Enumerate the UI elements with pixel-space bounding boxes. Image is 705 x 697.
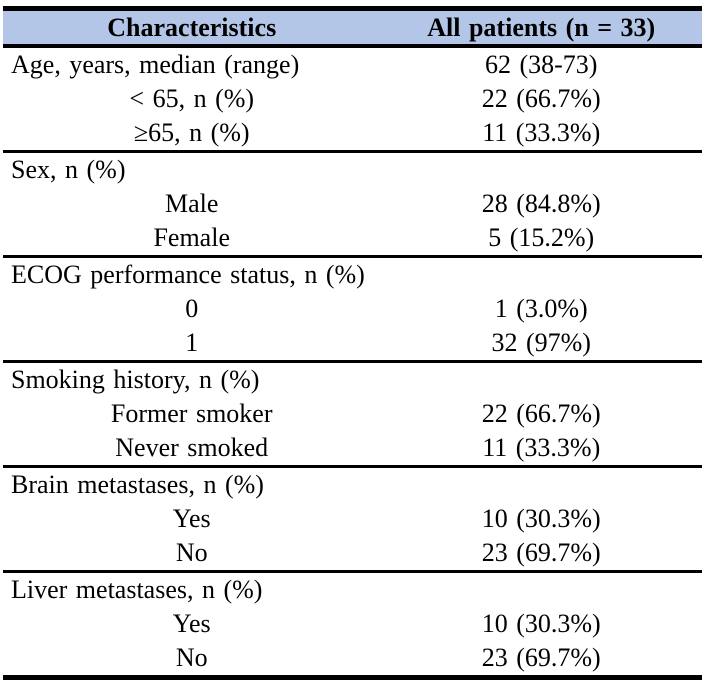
characteristic-cell: ≥65, n (%) [133, 118, 250, 147]
value-cell [380, 360, 702, 397]
table-row: Brain metastases, n (%) [3, 465, 702, 502]
table-row: Former smoker 22 (66.7%) [3, 397, 702, 431]
value-cell: 23 (69.7%) [380, 641, 702, 680]
characteristic-cell: 1 [185, 328, 199, 357]
table-row: Female 5 (15.2%) [3, 221, 702, 257]
characteristic-cell: Female [153, 223, 230, 252]
table-row: ECOG performance status, n (%) [3, 255, 702, 292]
value-cell: 5 (15.2%) [488, 223, 595, 252]
table-row: ≥65, n (%) 11 (33.3%) [3, 116, 702, 152]
header-row: Characteristics All patients (n = 33) [3, 6, 702, 48]
value-cell: 62 (38-73) [484, 50, 598, 79]
characteristic-cell: Smoking history, n (%) [3, 360, 381, 397]
table-row: < 65, n (%) 22 (66.7%) [3, 82, 702, 116]
characteristic-cell: ECOG performance status, n (%) [3, 255, 381, 292]
characteristic-cell: Liver metastases, n (%) [3, 570, 381, 607]
table-row: Sex, n (%) [3, 150, 702, 187]
characteristic-cell: < 65, n (%) [129, 84, 255, 113]
characteristic-cell: Former smoker [110, 399, 273, 428]
col-header-all-patients: All patients (n = 33) [380, 6, 702, 48]
characteristic-cell: 0 [185, 294, 199, 323]
characteristic-cell: Age, years, median (range) [11, 50, 300, 79]
value-cell: 23 (69.7%) [481, 538, 601, 567]
characteristic-cell: Brain metastases, n (%) [3, 465, 381, 502]
value-cell: 22 (66.7%) [481, 84, 601, 113]
value-cell: 32 (97%) [491, 328, 591, 357]
value-cell [380, 465, 702, 502]
characteristic-cell: Never smoked [115, 433, 269, 462]
table-row: No 23 (69.7%) [3, 536, 702, 572]
value-cell [380, 255, 702, 292]
table-row: Yes 10 (30.3%) [3, 607, 702, 641]
value-cell: 28 (84.8%) [481, 189, 601, 218]
value-cell: 1 (3.0%) [494, 294, 588, 323]
table-row: 0 1 (3.0%) [3, 292, 702, 326]
value-cell: 11 (33.3%) [482, 118, 601, 147]
table-row: Age, years, median (range) 62 (38-73) [3, 46, 702, 82]
characteristic-cell: Yes [172, 504, 211, 533]
characteristic-cell: No [3, 641, 381, 680]
table-row: Never smoked 11 (33.3%) [3, 431, 702, 467]
value-cell: 22 (66.7%) [481, 399, 601, 428]
table-row: No 23 (69.7%) [3, 641, 702, 680]
value-cell: 11 (33.3%) [482, 433, 601, 462]
characteristic-cell: Yes [172, 609, 211, 638]
table-row: Male 28 (84.8%) [3, 187, 702, 221]
table-row: 1 32 (97%) [3, 326, 702, 362]
value-cell: 10 (30.3%) [481, 609, 601, 638]
value-cell [380, 570, 702, 607]
col-header-characteristics: Characteristics [3, 6, 381, 48]
characteristic-cell: Male [165, 189, 219, 218]
characteristic-cell: Sex, n (%) [3, 150, 381, 187]
table-row: Liver metastases, n (%) [3, 570, 702, 607]
characteristic-cell: No [175, 538, 208, 567]
patient-characteristics-table: Characteristics All patients (n = 33) Ag… [3, 6, 702, 680]
value-cell [380, 150, 702, 187]
table-row: Yes 10 (30.3%) [3, 502, 702, 536]
value-cell: 10 (30.3%) [481, 504, 601, 533]
table-row: Smoking history, n (%) [3, 360, 702, 397]
